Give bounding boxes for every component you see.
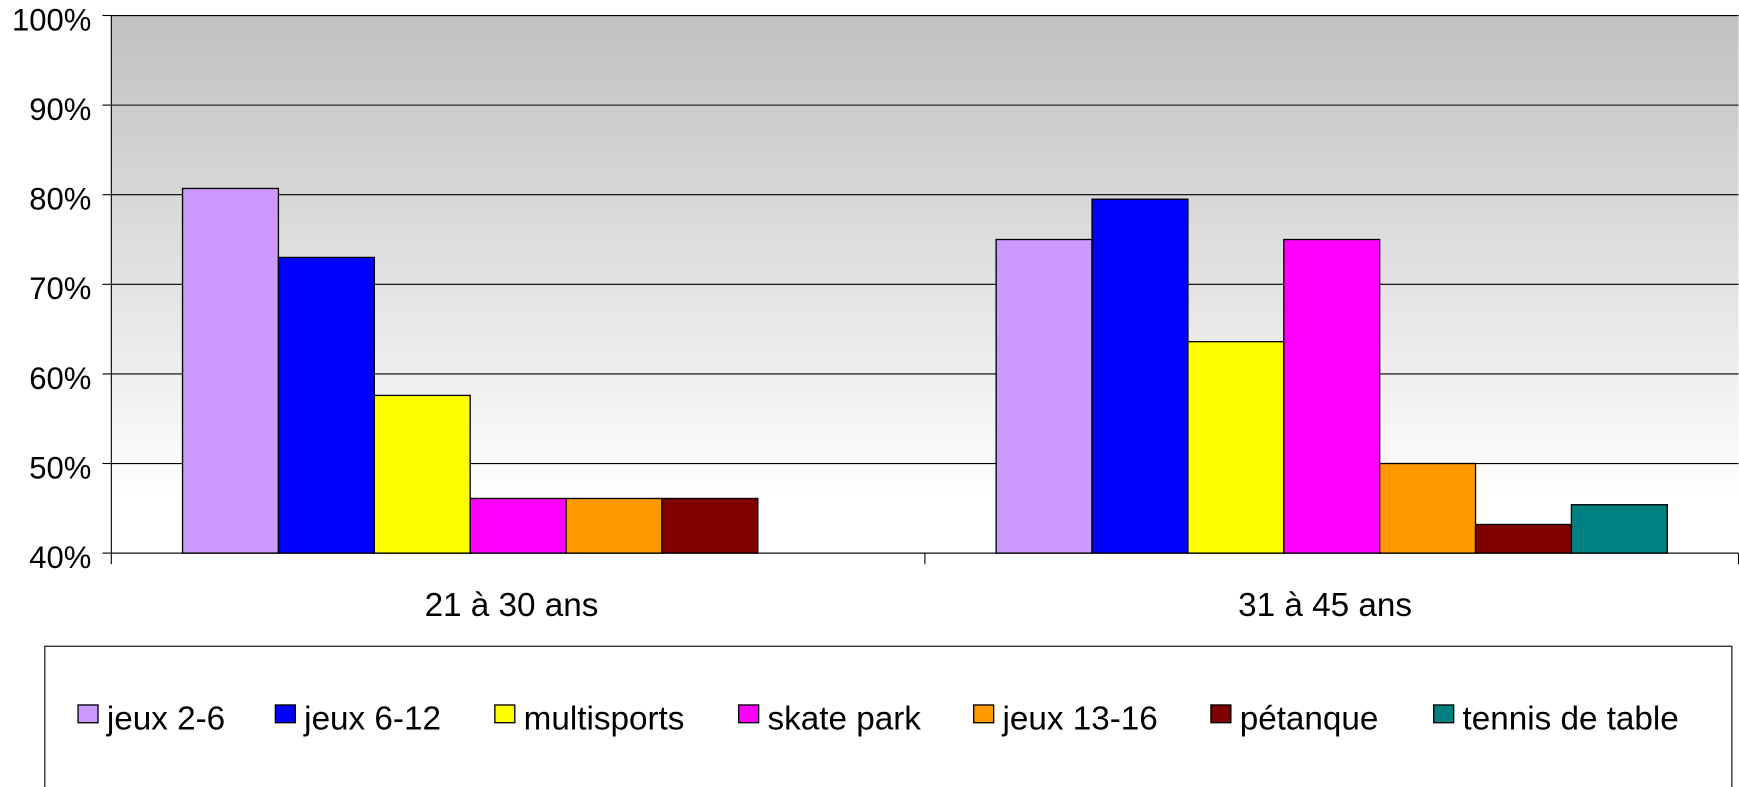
legend-swatch <box>1210 704 1232 724</box>
legend-swatch <box>738 704 760 724</box>
y-tick-label: 50% <box>29 450 91 485</box>
bar <box>373 394 471 554</box>
bar <box>1378 462 1477 554</box>
legend-label: jeux 6-12 <box>303 700 441 737</box>
y-tick-label: 80% <box>29 182 91 217</box>
legend-label: jeux 2-6 <box>106 700 225 737</box>
bar <box>1091 198 1189 554</box>
legend-label: tennis de table <box>1463 700 1679 737</box>
y-tick-label: 70% <box>29 271 91 306</box>
legend-swatch <box>494 704 516 724</box>
bar <box>1570 504 1668 554</box>
legend-label: skate park <box>768 700 922 737</box>
y-tick-label: 100% <box>12 2 91 37</box>
x-tick-label: 31 à 45 ans <box>1238 587 1412 624</box>
bar <box>469 497 567 554</box>
bar <box>277 256 375 554</box>
bar <box>995 238 1093 554</box>
legend-label: multisports <box>524 700 685 737</box>
legend-swatch <box>77 704 99 724</box>
legend-swatch <box>973 704 995 724</box>
legend-label: jeux 13-16 <box>1002 700 1158 737</box>
x-tick-label: 21 à 30 ans <box>425 587 599 624</box>
bar <box>1283 238 1381 554</box>
bar <box>181 187 280 554</box>
y-tick-label: 40% <box>29 540 91 575</box>
y-tick-label: 90% <box>29 92 91 127</box>
y-tick-label: 60% <box>29 361 91 396</box>
legend-label: pétanque <box>1240 700 1379 737</box>
bar <box>565 497 663 554</box>
bar <box>1474 523 1573 554</box>
bar <box>1187 340 1285 554</box>
legend-swatch <box>1433 704 1455 724</box>
bar <box>661 497 759 554</box>
legend-swatch <box>274 704 296 724</box>
